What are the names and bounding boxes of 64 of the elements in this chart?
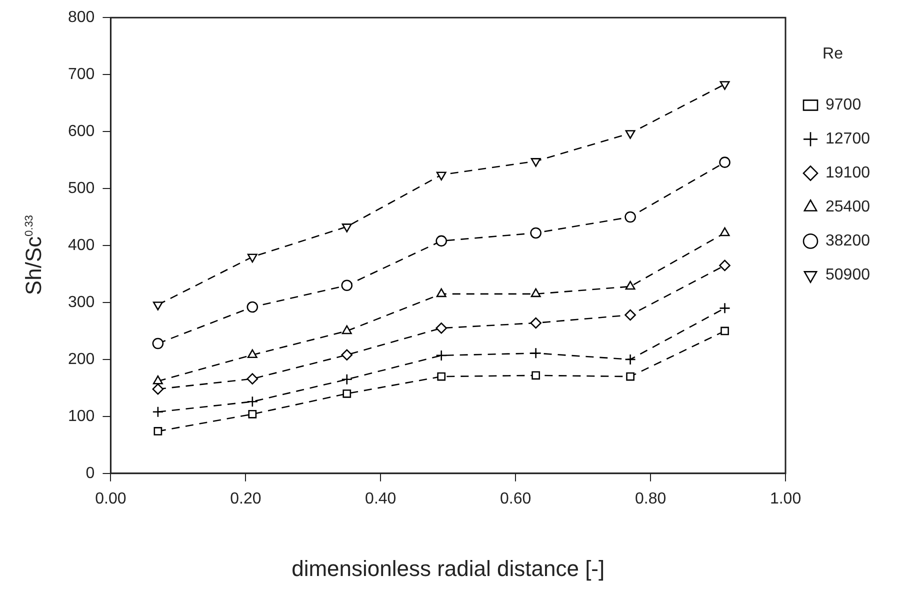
point bbox=[342, 389, 352, 398]
point bbox=[246, 373, 258, 384]
x-tick-label: 0.80 bbox=[634, 490, 666, 508]
point bbox=[436, 350, 448, 362]
point bbox=[248, 410, 257, 418]
y-tick-label: 400 bbox=[68, 236, 95, 254]
legend-label: 9700 bbox=[826, 96, 862, 114]
point bbox=[436, 235, 448, 247]
point bbox=[436, 172, 446, 180]
point bbox=[246, 301, 258, 313]
point bbox=[719, 260, 730, 272]
x-axis-title: dimensionless radial distance [-] bbox=[292, 556, 605, 581]
point bbox=[246, 396, 258, 408]
point bbox=[342, 325, 352, 334]
point bbox=[154, 427, 162, 436]
point bbox=[152, 338, 164, 350]
point bbox=[530, 227, 542, 239]
point bbox=[341, 280, 353, 292]
point bbox=[247, 349, 258, 358]
point bbox=[624, 211, 636, 223]
point bbox=[247, 254, 258, 263]
point bbox=[532, 371, 540, 380]
point bbox=[436, 288, 446, 298]
point bbox=[719, 302, 730, 314]
point bbox=[152, 383, 164, 395]
point bbox=[436, 322, 448, 334]
point bbox=[625, 130, 636, 139]
y-tick-label: 0 bbox=[86, 464, 95, 482]
point bbox=[152, 302, 163, 310]
point bbox=[624, 354, 636, 366]
x-tick-label: 0.20 bbox=[230, 490, 262, 508]
legend-title: Re bbox=[822, 45, 844, 62]
point bbox=[530, 158, 541, 167]
point bbox=[341, 349, 353, 361]
point bbox=[624, 309, 636, 321]
y-tick-label: 200 bbox=[68, 350, 95, 368]
y-tick-label: 700 bbox=[68, 66, 95, 83]
point bbox=[437, 372, 446, 381]
y-tick-label: 100 bbox=[68, 408, 95, 425]
legend-label: 19100 bbox=[826, 164, 870, 182]
x-tick-label: 1.00 bbox=[770, 490, 802, 508]
legend-label: 38200 bbox=[826, 232, 870, 250]
y-tick-label: 800 bbox=[68, 9, 95, 26]
legend-label: 12700 bbox=[826, 130, 870, 148]
legend-label: 25400 bbox=[826, 198, 870, 216]
x-tick-label: 0.60 bbox=[500, 490, 532, 508]
x-tick-label: 0.40 bbox=[365, 490, 396, 508]
point bbox=[530, 348, 542, 359]
point bbox=[530, 317, 542, 329]
y-tick-label: 300 bbox=[68, 294, 95, 311]
point bbox=[720, 326, 729, 336]
point bbox=[342, 224, 352, 232]
point bbox=[719, 156, 730, 168]
point bbox=[341, 374, 353, 386]
point bbox=[530, 288, 541, 298]
point bbox=[152, 375, 163, 384]
point bbox=[720, 81, 730, 90]
y-tick-label: 500 bbox=[68, 180, 95, 197]
y-tick-label: 600 bbox=[68, 122, 95, 140]
point bbox=[625, 280, 636, 290]
point bbox=[626, 372, 634, 381]
point bbox=[152, 406, 164, 418]
legend-label: 50900 bbox=[826, 266, 870, 284]
x-tick-label: 0.00 bbox=[95, 490, 126, 508]
